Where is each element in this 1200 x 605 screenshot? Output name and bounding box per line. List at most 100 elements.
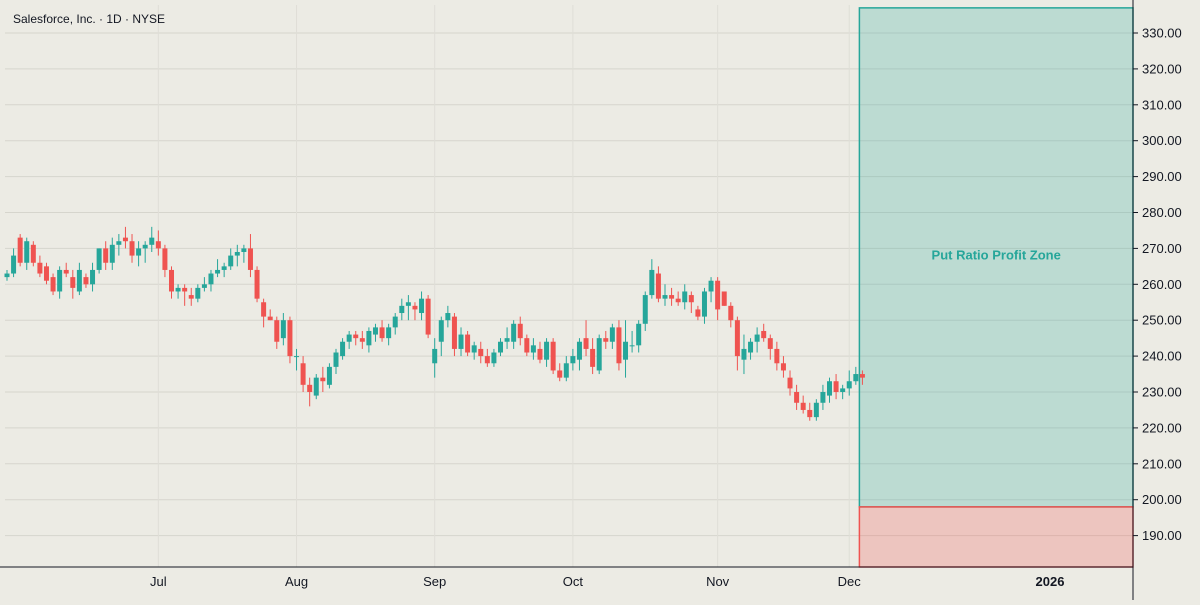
candle[interactable] xyxy=(267,309,273,321)
candle[interactable] xyxy=(333,348,339,375)
candle[interactable] xyxy=(550,338,556,375)
candle[interactable] xyxy=(833,374,839,400)
candle[interactable] xyxy=(715,277,721,321)
candle[interactable] xyxy=(43,262,49,285)
candle[interactable] xyxy=(616,320,622,371)
candle[interactable] xyxy=(182,284,188,306)
candle[interactable] xyxy=(484,348,490,367)
candle[interactable] xyxy=(432,338,438,378)
candle[interactable] xyxy=(596,334,602,375)
candle[interactable] xyxy=(504,327,510,349)
candle[interactable] xyxy=(241,244,247,263)
candle[interactable] xyxy=(813,399,819,421)
candle[interactable] xyxy=(307,377,313,407)
candle[interactable] xyxy=(372,323,378,342)
candle[interactable] xyxy=(359,330,365,349)
candle[interactable] xyxy=(662,284,668,306)
candle[interactable] xyxy=(498,338,503,357)
candle[interactable] xyxy=(517,316,523,346)
candle[interactable] xyxy=(478,341,484,364)
candle[interactable] xyxy=(136,241,142,267)
candle[interactable] xyxy=(96,248,102,274)
candle[interactable] xyxy=(379,320,385,342)
candle[interactable] xyxy=(748,338,754,360)
candle[interactable] xyxy=(623,320,629,378)
candle[interactable] xyxy=(570,348,576,371)
candle[interactable] xyxy=(728,302,734,328)
candle[interactable] xyxy=(24,237,30,270)
candle[interactable] xyxy=(840,384,846,400)
candle[interactable] xyxy=(721,291,727,306)
candle[interactable] xyxy=(669,287,675,306)
candle[interactable] xyxy=(30,241,36,267)
candle[interactable] xyxy=(405,295,411,321)
candle[interactable] xyxy=(208,269,214,292)
candle[interactable] xyxy=(326,363,332,389)
candle[interactable] xyxy=(103,241,109,270)
candle[interactable] xyxy=(590,338,596,375)
candle[interactable] xyxy=(300,356,306,392)
candle[interactable] xyxy=(63,262,69,278)
candle[interactable] xyxy=(162,244,168,278)
candle[interactable] xyxy=(169,266,174,299)
candle[interactable] xyxy=(90,262,96,292)
candle[interactable] xyxy=(576,338,582,371)
candle[interactable] xyxy=(234,244,240,267)
candle[interactable] xyxy=(386,323,392,346)
candle[interactable] xyxy=(17,234,23,267)
candle[interactable] xyxy=(682,284,688,310)
candle[interactable] xyxy=(175,284,181,299)
candle[interactable] xyxy=(155,230,161,256)
candle[interactable] xyxy=(294,348,300,371)
candle[interactable] xyxy=(820,384,826,410)
candle[interactable] xyxy=(340,338,346,360)
candle[interactable] xyxy=(603,330,609,349)
candle[interactable] xyxy=(366,327,372,353)
candle[interactable] xyxy=(4,269,10,281)
candle[interactable] xyxy=(609,323,615,349)
candle[interactable] xyxy=(313,374,319,400)
candle[interactable] xyxy=(563,356,569,382)
candle[interactable] xyxy=(471,341,477,360)
candle[interactable] xyxy=(537,341,543,364)
candle[interactable] xyxy=(511,320,517,349)
candle[interactable] xyxy=(57,266,63,299)
candle[interactable] xyxy=(846,370,852,396)
candle[interactable] xyxy=(741,334,747,375)
candle[interactable] xyxy=(254,266,260,303)
candle[interactable] xyxy=(524,334,530,357)
candle[interactable] xyxy=(129,234,135,263)
candle[interactable] xyxy=(215,259,221,278)
candle[interactable] xyxy=(149,226,155,252)
candle[interactable] xyxy=(458,327,464,357)
candle[interactable] xyxy=(491,348,497,367)
candle[interactable] xyxy=(734,316,740,371)
candle[interactable] xyxy=(37,255,43,278)
candles[interactable] xyxy=(4,226,865,421)
candle[interactable] xyxy=(794,384,800,410)
candle[interactable] xyxy=(412,302,418,321)
candle[interactable] xyxy=(320,366,326,392)
candle[interactable] xyxy=(346,330,352,349)
candle[interactable] xyxy=(636,320,642,353)
candle[interactable] xyxy=(399,298,405,321)
candle[interactable] xyxy=(70,269,76,299)
candle[interactable] xyxy=(557,363,563,382)
candle[interactable] xyxy=(629,330,635,353)
candle[interactable] xyxy=(754,327,760,353)
candle[interactable] xyxy=(761,323,767,342)
candle[interactable] xyxy=(708,277,714,303)
candle[interactable] xyxy=(649,259,655,299)
candle[interactable] xyxy=(83,273,89,288)
candle[interactable] xyxy=(853,366,859,385)
candle[interactable] xyxy=(76,262,82,296)
candle[interactable] xyxy=(695,305,701,321)
candle[interactable] xyxy=(188,287,194,306)
candle[interactable] xyxy=(274,316,280,349)
candle[interactable] xyxy=(195,284,201,303)
candle[interactable] xyxy=(353,330,359,346)
candle[interactable] xyxy=(287,316,293,364)
candle[interactable] xyxy=(530,338,536,360)
candle[interactable] xyxy=(142,241,148,263)
